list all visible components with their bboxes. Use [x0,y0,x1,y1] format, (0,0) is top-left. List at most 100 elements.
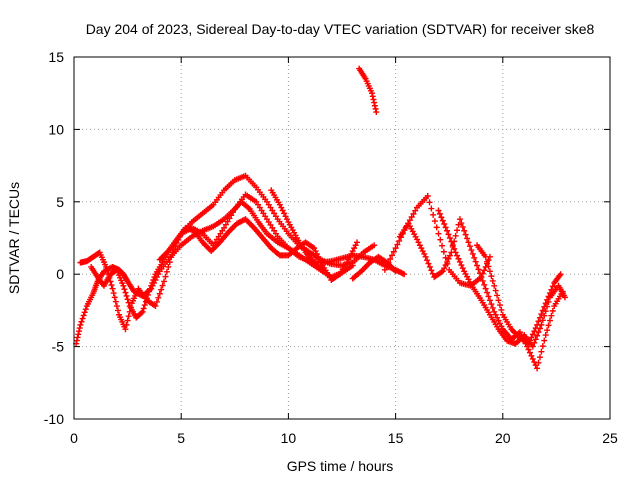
data-point [390,248,397,255]
data-point [526,349,533,356]
data-point [121,286,128,293]
data-point [125,299,132,306]
data-point [81,309,88,316]
data-point [462,231,469,238]
data-point [536,314,543,321]
data-point [440,248,447,255]
x-tick-label: 0 [70,430,78,446]
data-point [435,207,442,214]
data-point [426,263,433,270]
data-point [531,359,538,366]
data-point [138,309,145,316]
data-point [541,337,548,344]
y-tick-label: 15 [48,49,64,65]
chart-title: Day 204 of 2023, Sidereal Day-to-day VTE… [86,21,595,37]
data-point [544,327,551,334]
data-point [539,307,546,314]
data-point [371,99,378,106]
data-point [489,277,496,284]
data-point [538,348,545,355]
data-point [349,262,356,269]
data-point [446,252,453,259]
y-tick-label: 5 [56,194,64,210]
data-point [226,215,233,222]
data-point [452,249,459,256]
data-point [545,293,552,300]
data-point [74,334,81,341]
data-point [149,279,156,286]
data-point [111,294,118,301]
data-point [153,298,160,305]
data-point [486,268,493,275]
data-point [459,223,466,230]
data-point [454,227,461,234]
data-point [76,328,83,335]
data-point [73,337,80,344]
plot-frame [73,56,611,420]
data-point [401,271,408,278]
series-track-5 [268,187,326,273]
data-point [458,262,465,269]
data-point [446,235,453,241]
data-point [109,285,116,292]
data-point [445,255,452,262]
data-point [528,334,535,341]
data-point [372,105,379,112]
data-point [151,274,158,281]
data-point [542,332,549,339]
y-tick-label: 0 [56,266,64,282]
data-point [369,90,376,97]
data-point [228,212,235,219]
data-point [495,297,502,304]
data-point [485,293,492,300]
data-point [394,241,401,248]
data-point [485,263,492,270]
data-point [496,302,503,309]
data-point [438,214,445,221]
data-point [538,311,545,318]
data-point [142,298,149,305]
y-tick-label: 10 [48,121,64,137]
data-point [531,328,538,335]
data-point [546,290,553,297]
data-point [122,289,129,296]
data-point [535,318,542,325]
data-point [465,239,472,246]
data-point [381,266,388,273]
data-point [494,292,501,299]
data-point [491,282,498,289]
data-point [442,224,449,231]
data-point [165,263,172,270]
data-point [532,336,539,343]
data-point [124,317,131,324]
data-point [455,255,462,262]
data-point [141,302,148,309]
data-point [104,267,111,274]
data-point [534,321,541,328]
data-point [452,232,459,239]
data-point [112,298,119,305]
data-point [158,286,165,293]
y-tick-label: -10 [44,411,64,427]
data-point [489,304,496,311]
data-point [146,288,153,295]
data-point [542,308,549,315]
data-point [166,259,173,266]
data-point [484,289,491,296]
data-point [472,258,479,265]
data-point [542,300,549,307]
data-point [478,274,485,281]
data-point [370,96,377,103]
series-track-8 [396,216,566,372]
data-point [426,199,433,206]
data-point [159,282,166,289]
data-point [549,307,556,314]
data-point [461,227,468,234]
data-point [75,331,82,338]
data-point [439,242,446,249]
data-point [224,218,231,225]
data-point [392,268,399,275]
data-point [424,257,431,264]
data-point [546,317,553,324]
data-point [442,254,449,261]
